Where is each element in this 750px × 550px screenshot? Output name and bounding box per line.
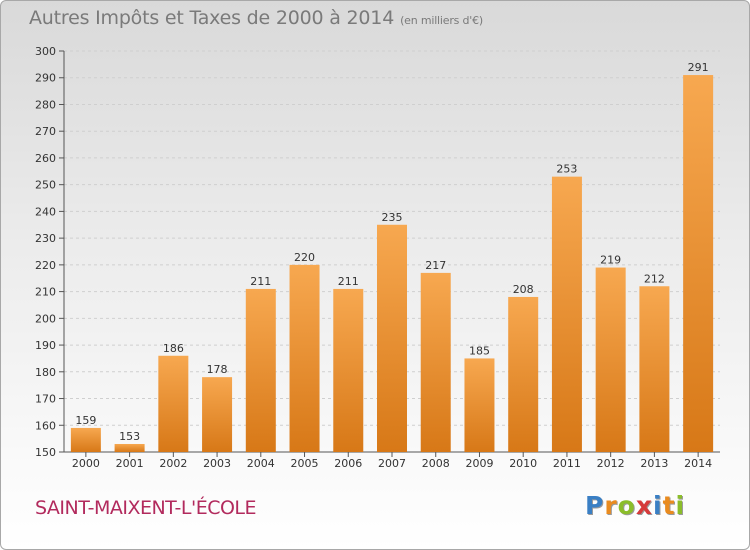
y-tick-label: 200 — [35, 312, 56, 325]
x-tick-label: 2006 — [334, 457, 362, 470]
y-tick-label: 300 — [35, 45, 56, 58]
bar-2011 — [551, 176, 582, 452]
value-label: 253 — [556, 163, 577, 176]
value-label: 211 — [338, 275, 359, 288]
x-tick-label: 2003 — [203, 457, 231, 470]
chart-subtitle: (en milliers d'€) — [400, 14, 483, 27]
value-label: 212 — [644, 272, 665, 285]
bar-2002 — [158, 355, 189, 452]
y-tick-label: 250 — [35, 179, 56, 192]
value-label: 291 — [688, 61, 709, 74]
value-label: 211 — [250, 275, 271, 288]
logo-letter: x — [635, 491, 653, 520]
bar-2006 — [333, 288, 364, 452]
value-label: 235 — [382, 211, 403, 224]
x-tick-label: 2007 — [378, 457, 406, 470]
y-tick-label: 290 — [35, 72, 56, 85]
x-tick-label: 2012 — [597, 457, 625, 470]
logo-letter: P — [585, 491, 605, 520]
value-label: 153 — [119, 430, 140, 443]
chart-title-text: Autres Impôts et Taxes de 2000 à 2014 — [29, 7, 395, 29]
logo-letter: o — [617, 491, 636, 520]
y-tick-label: 280 — [35, 98, 56, 111]
x-tick-label: 2014 — [684, 457, 712, 470]
value-label: 220 — [294, 251, 315, 264]
y-tick-label: 190 — [35, 339, 56, 352]
y-tick-label: 230 — [35, 232, 56, 245]
x-tick-label: 2009 — [465, 457, 493, 470]
value-label: 185 — [469, 344, 490, 357]
y-tick-label: 180 — [35, 366, 56, 379]
logo-letter: i — [653, 491, 663, 520]
bar-2007 — [377, 224, 407, 452]
x-tick-label: 2001 — [116, 457, 144, 470]
y-tick-label: 170 — [35, 393, 56, 406]
bar-2001 — [114, 443, 145, 452]
bar-2010 — [508, 296, 539, 452]
y-tick-label: 220 — [35, 259, 56, 272]
x-tick-label: 2004 — [247, 457, 275, 470]
x-tick-label: 2013 — [640, 457, 668, 470]
bars — [70, 75, 714, 452]
x-tick-label: 2002 — [159, 457, 187, 470]
bar-2008 — [420, 272, 451, 452]
value-label: 186 — [163, 342, 184, 355]
y-tick-label: 270 — [35, 125, 56, 138]
value-label: 178 — [207, 363, 228, 376]
bar-2014 — [683, 75, 714, 452]
value-label: 208 — [513, 283, 534, 296]
y-tick-label: 240 — [35, 205, 56, 218]
commune-name: SAINT-MAIXENT-L'ÉCOLE — [35, 497, 257, 519]
x-tick-label: 2000 — [72, 457, 100, 470]
value-label: 159 — [75, 414, 96, 427]
value-label: 217 — [425, 259, 446, 272]
logo-letter: i — [675, 491, 686, 520]
x-tick-label: 2008 — [422, 457, 450, 470]
bar-2009 — [464, 358, 495, 452]
value-label: 219 — [600, 254, 621, 267]
bar-2005 — [289, 264, 320, 452]
bar-2000 — [70, 427, 101, 452]
y-tick-label: 210 — [35, 286, 56, 299]
y-tick-label: 260 — [35, 152, 56, 165]
bar-2003 — [202, 377, 233, 452]
bar-2013 — [639, 286, 670, 452]
x-tick-label: 2011 — [553, 457, 581, 470]
y-tick-label: 160 — [35, 419, 56, 432]
x-tick-label: 2010 — [509, 457, 537, 470]
logo-letter: r — [604, 491, 618, 520]
labels: 150 160 170 180 190 200 210 220 230 240 250 260 270 2… — [35, 45, 712, 470]
y-tick-label: 150 — [35, 446, 56, 459]
proxiti-logo: Proxiti — [585, 491, 685, 520]
bar-2012 — [595, 267, 626, 452]
logo-letter: t — [662, 491, 676, 520]
bar-2004 — [245, 288, 276, 452]
chart-title: Autres Impôts et Taxes de 2000 à 2014 (en… — [29, 7, 483, 29]
x-tick-label: 2005 — [291, 457, 319, 470]
